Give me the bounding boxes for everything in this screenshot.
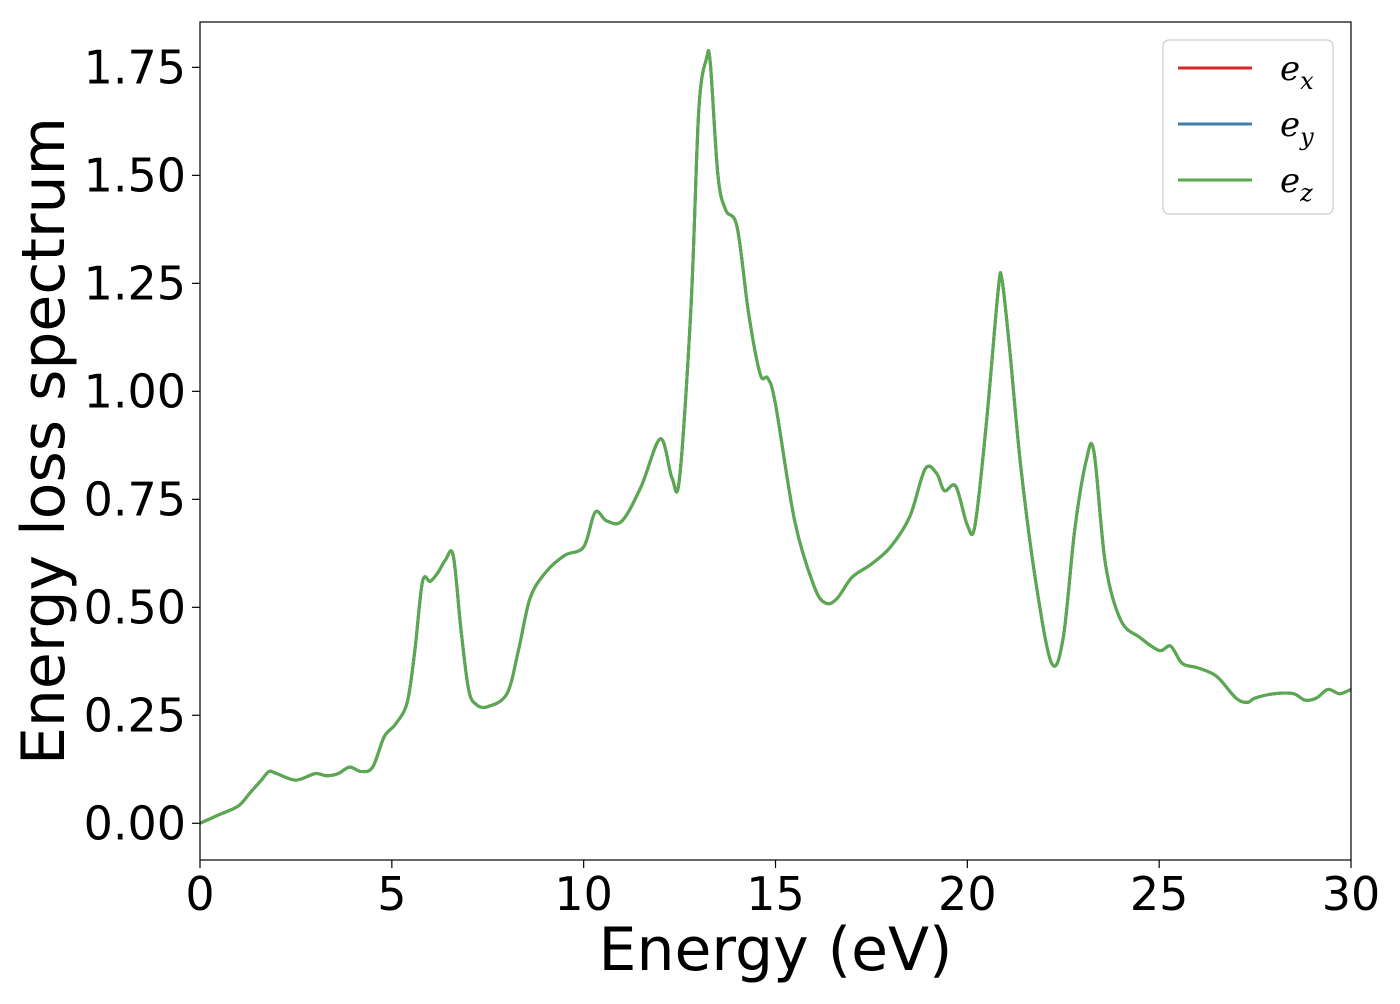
y-axis-title: Energy loss spectrum [9, 117, 79, 765]
y-tick-label: 0.25 [84, 688, 186, 742]
legend-box [1162, 39, 1334, 215]
x-axis-title: Energy (eV) [599, 915, 953, 985]
y-tick-label: 0.50 [84, 580, 186, 634]
legend-label-e-x: ex [1280, 49, 1314, 95]
series-layer [200, 49, 1351, 825]
y-tick-label: 1.75 [84, 40, 186, 94]
legend-label-subscript: z [1299, 179, 1313, 207]
x-tick-label: 0 [185, 867, 214, 921]
legend-label-e-y: ey [1280, 105, 1314, 151]
y-tick-label: 0.75 [84, 472, 186, 526]
y-tick-label: 0.00 [84, 796, 186, 850]
series-line-e-z [200, 49, 1351, 825]
axes-layer: 0 5 10 15 20 25 30 0.00 0.25 0.50 0.75 1.00 1.25 1.50… [84, 21, 1381, 921]
y-tick-label: 1.50 [84, 148, 186, 202]
x-tick-label: 20 [938, 867, 997, 921]
x-tick-label: 5 [377, 867, 406, 921]
x-tick-label: 10 [554, 867, 613, 921]
y-tick-label: 1.25 [84, 256, 186, 310]
x-tick-label: 25 [1130, 867, 1189, 921]
legend-label-subscript: y [1299, 123, 1314, 151]
legend-label-subscript: x [1300, 67, 1314, 95]
y-tick-label: 1.00 [84, 364, 186, 418]
x-tick-label: 30 [1322, 867, 1381, 921]
x-tick-label: 15 [746, 867, 805, 921]
